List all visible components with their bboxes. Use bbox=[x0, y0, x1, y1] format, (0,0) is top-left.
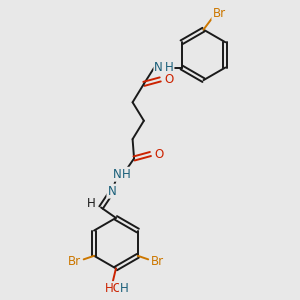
Text: O: O bbox=[164, 73, 173, 86]
Text: N: N bbox=[107, 185, 116, 198]
Text: N: N bbox=[154, 61, 163, 74]
Text: N: N bbox=[112, 168, 121, 181]
Text: H: H bbox=[87, 197, 96, 210]
Text: HO: HO bbox=[105, 282, 123, 295]
Text: O: O bbox=[154, 148, 164, 160]
Text: H: H bbox=[122, 168, 131, 181]
Text: Br: Br bbox=[151, 255, 164, 268]
Text: H: H bbox=[120, 282, 129, 295]
Text: Br: Br bbox=[68, 255, 81, 268]
Text: Br: Br bbox=[212, 7, 226, 20]
Text: H: H bbox=[165, 61, 173, 74]
